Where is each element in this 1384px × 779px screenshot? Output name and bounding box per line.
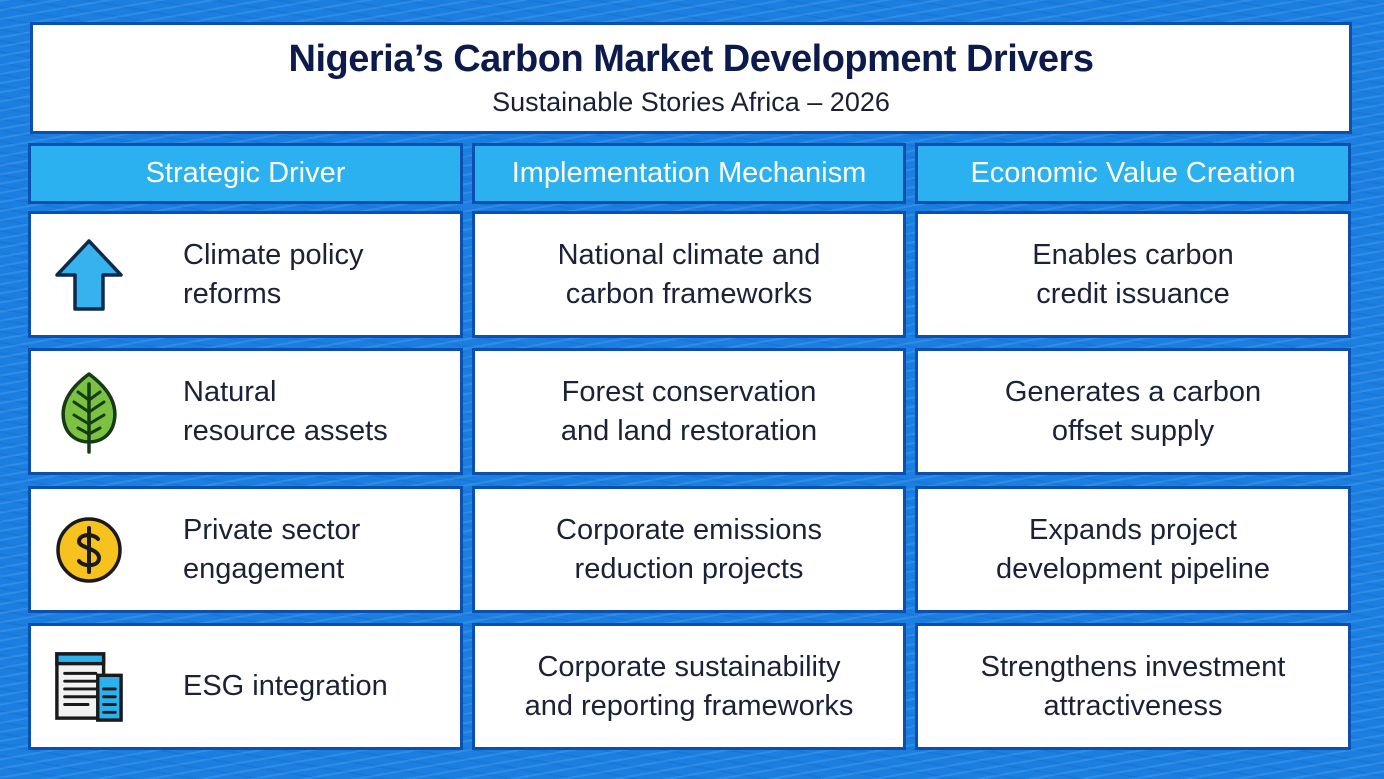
driver-line: Climate policy (183, 238, 364, 271)
value-line: Generates a carbon (1004, 375, 1262, 408)
mechanism-line: Corporate emissions (556, 513, 822, 546)
mechanism-line: and land restoration (560, 414, 818, 447)
mechanism-line: National climate and (557, 238, 821, 271)
driver-line: Natural (183, 375, 277, 408)
mechanism-line: Corporate sustainability (537, 650, 841, 683)
value-line: Strengthens investment (980, 650, 1286, 683)
column-header-implementation-mechanism: Implementation Mechanism (472, 143, 906, 204)
mechanism-line: Forest conservation (561, 375, 817, 408)
title-box: Nigeria’s Carbon Market Development Driv… (30, 22, 1352, 134)
mechanism-cell: Corporate sustainability and reporting f… (472, 623, 906, 750)
value-line: development pipeline (995, 552, 1271, 585)
document-report-icon (53, 646, 125, 728)
column-header-economic-value-creation: Economic Value Creation (915, 143, 1351, 204)
driver-text: Climate policy reforms (183, 236, 450, 314)
driver-line: reforms (183, 277, 282, 310)
value-line: attractiveness (1043, 689, 1223, 722)
value-line: offset supply (1051, 414, 1215, 447)
mechanism-cell: National climate and carbon frameworks (472, 211, 906, 338)
driver-cell-natural-resources: Natural resource assets (28, 348, 463, 475)
value-cell: Enables carbon credit issuance (915, 211, 1351, 338)
driver-cell-climate-policy: Climate policy reforms (28, 211, 463, 338)
driver-line: resource assets (183, 414, 388, 447)
driver-line: engagement (183, 552, 345, 585)
mechanism-line: carbon frameworks (565, 277, 813, 310)
page-subtitle: Sustainable Stories Africa – 2026 (492, 87, 890, 117)
column-header-strategic-driver: Strategic Driver (28, 143, 463, 204)
mechanism-line: reduction projects (574, 552, 804, 585)
mechanism-cell: Forest conservation and land restoration (472, 348, 906, 475)
value-line: Enables carbon (1032, 238, 1234, 271)
driver-text: ESG integration (183, 667, 450, 706)
value-cell: Strengthens investment attractiveness (915, 623, 1351, 750)
page-title: Nigeria’s Carbon Market Development Driv… (288, 38, 1094, 80)
driver-line: Private sector (183, 513, 361, 546)
value-line: credit issuance (1036, 277, 1230, 310)
driver-cell-private-sector: Private sector engagement (28, 486, 463, 613)
driver-line: ESG integration (183, 670, 388, 702)
driver-text: Private sector engagement (183, 511, 450, 589)
value-cell: Expands project development pipeline (915, 486, 1351, 613)
mechanism-line: and reporting frameworks (524, 689, 854, 722)
mechanism-cell: Corporate emissions reduction projects (472, 486, 906, 613)
driver-cell-esg: ESG integration (28, 623, 463, 750)
up-arrow-icon (53, 234, 125, 316)
value-line: Expands project (1029, 513, 1237, 546)
dollar-coin-icon (53, 509, 125, 591)
value-cell: Generates a carbon offset supply (915, 348, 1351, 475)
leaf-icon (53, 371, 125, 454)
driver-text: Natural resource assets (183, 373, 450, 451)
